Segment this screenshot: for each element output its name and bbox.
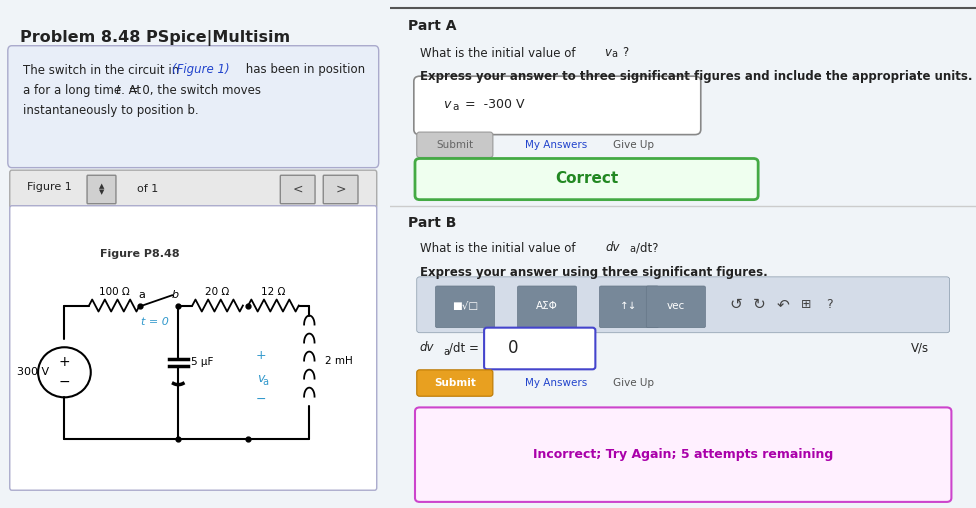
Text: Figure P8.48: Figure P8.48	[100, 249, 180, 259]
Text: /dt =: /dt =	[449, 341, 479, 355]
FancyBboxPatch shape	[415, 158, 758, 200]
Text: vec: vec	[667, 301, 685, 311]
Text: Incorrect; Try Again; 5 attempts remaining: Incorrect; Try Again; 5 attempts remaini…	[533, 448, 834, 461]
FancyBboxPatch shape	[599, 286, 659, 328]
Text: a: a	[612, 49, 618, 59]
Text: What is the initial value of: What is the initial value of	[420, 47, 579, 60]
FancyBboxPatch shape	[417, 277, 950, 333]
FancyBboxPatch shape	[417, 370, 493, 396]
FancyBboxPatch shape	[435, 286, 495, 328]
Text: dv: dv	[606, 241, 621, 255]
Text: Problem 8.48 PSpice|Multisim: Problem 8.48 PSpice|Multisim	[20, 30, 290, 46]
Text: V/s: V/s	[911, 341, 929, 355]
FancyBboxPatch shape	[484, 328, 595, 369]
Text: ?: ?	[622, 46, 628, 59]
Text: t: t	[115, 84, 120, 97]
Text: a: a	[138, 290, 144, 300]
Text: ⊞: ⊞	[801, 298, 811, 311]
Text: 0: 0	[508, 339, 518, 358]
Text: >: >	[335, 183, 346, 196]
Text: (Figure 1): (Figure 1)	[172, 64, 229, 77]
Text: Give Up: Give Up	[613, 378, 654, 388]
FancyBboxPatch shape	[10, 206, 377, 490]
Text: a: a	[262, 376, 268, 387]
Text: has been in position: has been in position	[242, 64, 365, 77]
Text: My Answers: My Answers	[525, 378, 588, 388]
Text: ↑↓: ↑↓	[620, 301, 637, 311]
Text: Submit: Submit	[434, 378, 475, 388]
Text: v: v	[257, 372, 264, 386]
Text: 100 Ω: 100 Ω	[99, 287, 130, 297]
Text: +: +	[59, 355, 70, 369]
Text: Figure 1: Figure 1	[27, 182, 72, 192]
FancyBboxPatch shape	[417, 132, 493, 157]
Text: = 0, the switch moves: = 0, the switch moves	[125, 84, 261, 97]
Text: /dt?: /dt?	[636, 241, 659, 255]
FancyBboxPatch shape	[10, 170, 377, 208]
FancyBboxPatch shape	[87, 175, 116, 204]
Text: ?: ?	[827, 298, 833, 311]
Text: What is the initial value of: What is the initial value of	[420, 242, 579, 256]
Text: ↻: ↻	[752, 297, 766, 312]
Text: 12 Ω: 12 Ω	[262, 287, 286, 297]
Text: ▲
▼: ▲ ▼	[99, 183, 104, 196]
Text: of 1: of 1	[137, 184, 158, 195]
Text: ■√□: ■√□	[452, 301, 478, 311]
Text: a: a	[443, 346, 449, 357]
Text: Part A: Part A	[408, 19, 457, 34]
Text: My Answers: My Answers	[525, 140, 588, 150]
Text: Express your answer to three significant figures and include the appropriate uni: Express your answer to three significant…	[420, 70, 972, 83]
Text: ΑΣΦ: ΑΣΦ	[536, 301, 557, 311]
Text: Submit: Submit	[436, 140, 473, 150]
FancyBboxPatch shape	[8, 46, 379, 168]
FancyBboxPatch shape	[414, 76, 701, 135]
Text: a for a long time. At: a for a long time. At	[23, 84, 145, 97]
Text: instantaneously to position b.: instantaneously to position b.	[23, 104, 199, 117]
Text: v: v	[443, 98, 451, 111]
Text: 5 μF: 5 μF	[190, 357, 213, 367]
Text: a: a	[452, 102, 459, 112]
Text: Give Up: Give Up	[613, 140, 654, 150]
Text: dv: dv	[420, 341, 434, 355]
Text: The switch in the circuit in: The switch in the circuit in	[23, 64, 183, 77]
Text: ↺: ↺	[729, 297, 743, 312]
Text: ↶: ↶	[776, 297, 790, 312]
Text: t = 0: t = 0	[142, 317, 170, 327]
Text: a: a	[630, 244, 635, 255]
Text: 20 Ω: 20 Ω	[206, 287, 229, 297]
Text: 2 mH: 2 mH	[325, 356, 353, 366]
FancyBboxPatch shape	[517, 286, 577, 328]
Text: +: +	[255, 349, 265, 362]
Text: Correct: Correct	[555, 171, 618, 186]
Text: −: −	[256, 393, 265, 405]
Text: <: <	[292, 183, 303, 196]
Text: Part B: Part B	[408, 216, 457, 230]
Text: 300 V: 300 V	[17, 367, 49, 377]
FancyBboxPatch shape	[415, 407, 952, 502]
FancyBboxPatch shape	[280, 175, 315, 204]
Text: b: b	[172, 290, 179, 300]
FancyBboxPatch shape	[323, 175, 358, 204]
Text: =  -300 V: = -300 V	[461, 98, 524, 111]
Text: −: −	[59, 375, 70, 389]
Text: Express your answer using three significant figures.: Express your answer using three signific…	[420, 266, 767, 279]
Text: v: v	[604, 46, 611, 59]
FancyBboxPatch shape	[646, 286, 706, 328]
